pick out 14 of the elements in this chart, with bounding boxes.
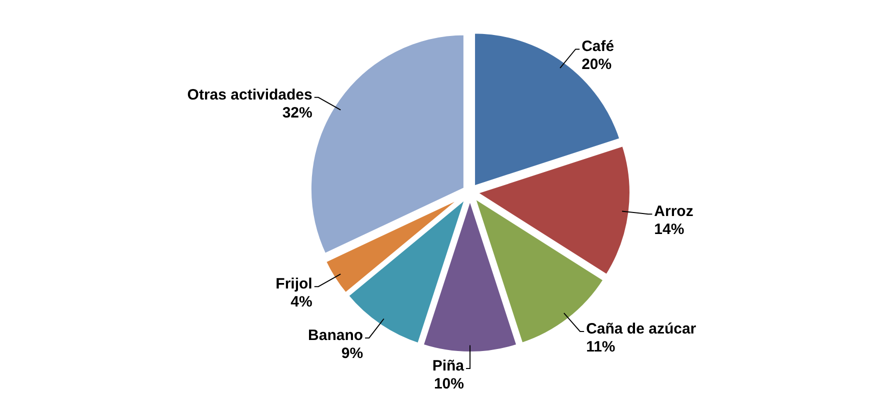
- data-label: 32%: [282, 104, 312, 122]
- slice-label: Café: [582, 38, 614, 56]
- slice-label: Caña de azúcar: [586, 320, 696, 338]
- data-label: 11%: [586, 338, 616, 356]
- slice-label: Arroz: [654, 203, 694, 220]
- data-label: 9%: [341, 344, 364, 362]
- slice-label: Piña: [432, 358, 465, 374]
- slice-label: Banano: [308, 326, 364, 344]
- data-label: 20%: [582, 56, 612, 74]
- data-label: 10%: [434, 376, 464, 392]
- data-label: 14%: [654, 221, 684, 238]
- data-label: 4%: [290, 294, 312, 311]
- slice-label: Frijol: [276, 276, 312, 293]
- slice-label: Otras actividades: [187, 86, 312, 104]
